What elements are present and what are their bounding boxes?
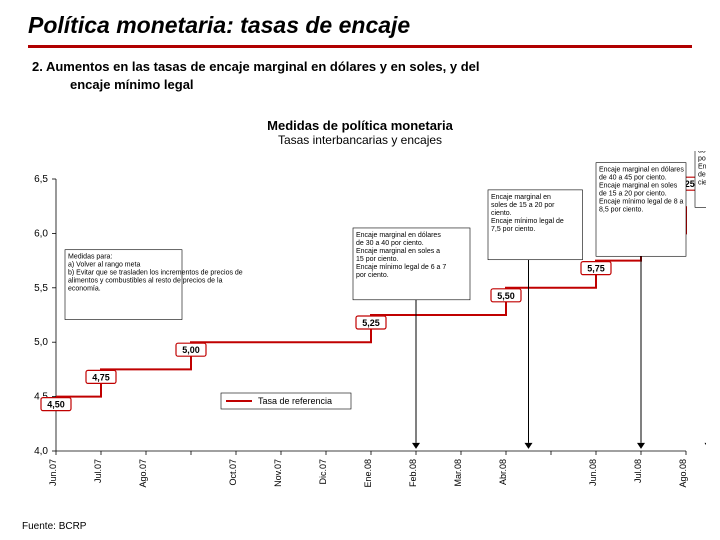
svg-text:por ciento.: por ciento. — [356, 272, 389, 279]
svg-text:Encaje mínimo legal: Encaje mínimo legal — [698, 163, 706, 170]
slide-subtitle: 2. Aumentos en las tasas de encaje margi… — [28, 58, 692, 93]
svg-text:Medidas para:: Medidas para: — [68, 254, 112, 261]
footer-source: Fuente: BCRP — [22, 521, 86, 532]
svg-text:de 40 a 45 por ciento.: de 40 a 45 por ciento. — [599, 175, 667, 182]
svg-text:5,0: 5,0 — [34, 337, 48, 348]
svg-text:de 15 a 20 por ciento.: de 15 a 20 por ciento. — [599, 191, 667, 198]
svg-text:4,50: 4,50 — [47, 400, 65, 410]
svg-text:ciento.: ciento. — [698, 179, 706, 186]
svg-text:7,5 por ciento.: 7,5 por ciento. — [491, 226, 535, 233]
svg-text:Ago.08: Ago.08 — [678, 459, 688, 488]
svg-text:Jun.08: Jun.08 — [588, 459, 598, 486]
svg-text:Jun.07: Jun.07 — [48, 459, 58, 486]
svg-text:6,5: 6,5 — [34, 174, 48, 185]
svg-text:Encaje marginal en dólares: Encaje marginal en dólares — [599, 167, 684, 174]
svg-text:5,25: 5,25 — [362, 318, 380, 328]
svg-text:de 8,5 a 9,0 por: de 8,5 a 9,0 por — [698, 171, 706, 178]
svg-text:soles de 15 a 20 por: soles de 15 a 20 por — [491, 202, 555, 209]
svg-text:Jul.07: Jul.07 — [93, 459, 103, 483]
svg-text:15 por ciento.: 15 por ciento. — [356, 256, 398, 263]
svg-text:Tasa de referencia: Tasa de referencia — [258, 396, 332, 406]
svg-text:Abr.08: Abr.08 — [498, 459, 508, 485]
svg-text:ciento.: ciento. — [491, 210, 512, 217]
chart-container: Medidas de política monetaria Tasas inte… — [14, 118, 706, 498]
chart-title-main: Medidas de política monetaria — [14, 118, 706, 133]
svg-text:5,50: 5,50 — [497, 291, 515, 301]
svg-text:Encaje marginal en: Encaje marginal en — [491, 194, 551, 201]
svg-text:8,5 por ciento.: 8,5 por ciento. — [599, 207, 643, 214]
svg-text:Encaje marginal en soles a: Encaje marginal en soles a — [356, 248, 440, 255]
svg-text:Oct.07: Oct.07 — [228, 459, 238, 486]
svg-text:6,0: 6,0 — [34, 228, 48, 239]
svg-text:Nov.07: Nov.07 — [273, 459, 283, 487]
svg-text:de 30 a 40 por ciento.: de 30 a 40 por ciento. — [356, 240, 424, 247]
svg-text:Ago.07: Ago.07 — [138, 459, 148, 488]
svg-text:Encaje mínimo legal de 6 a 7: Encaje mínimo legal de 6 a 7 — [356, 264, 446, 271]
subtitle-lead: 2. Aumentos en las tasas de encaje margi… — [32, 59, 479, 74]
svg-text:b) Evitar que se trasladen los: b) Evitar que se trasladen los increment… — [68, 270, 243, 277]
svg-text:Feb.08: Feb.08 — [408, 459, 418, 487]
svg-text:Encaje marginal en dólares: Encaje marginal en dólares — [356, 232, 441, 239]
svg-text:Dic.07: Dic.07 — [318, 459, 328, 485]
svg-text:alimentos y combustibles al re: alimentos y combustibles al resto de pre… — [68, 278, 223, 285]
svg-text:5,5: 5,5 — [34, 283, 48, 294]
svg-text:a) Volver al rango meta: a) Volver al rango meta — [68, 262, 140, 269]
chart-title-sub: Tasas interbancarias y encajes — [14, 133, 706, 147]
svg-text:Encaje mínimo legal de 8 a: Encaje mínimo legal de 8 a — [599, 199, 684, 206]
svg-text:Mar.08: Mar.08 — [453, 459, 463, 487]
subtitle-cont: encaje mínimo legal — [32, 76, 692, 94]
slide-title: Política monetaria: tasas de encaje — [28, 12, 692, 39]
svg-text:por ciento.: por ciento. — [698, 155, 706, 162]
svg-text:Jul.08: Jul.08 — [633, 459, 643, 483]
svg-text:Encaje marginal en soles: Encaje marginal en soles — [599, 183, 678, 190]
svg-text:dólares de 45 a 49: dólares de 45 a 49 — [698, 151, 706, 154]
svg-text:Encaje mínimo legal de: Encaje mínimo legal de — [491, 218, 564, 225]
svg-text:Ene.08: Ene.08 — [363, 459, 373, 488]
title-rule — [28, 45, 692, 48]
svg-text:4,0: 4,0 — [34, 446, 48, 457]
svg-text:4,75: 4,75 — [92, 372, 110, 382]
chart-svg: 4,04,55,05,56,06,5Jun.07Jul.07Ago.07Oct.… — [14, 151, 706, 499]
svg-text:5,00: 5,00 — [182, 345, 200, 355]
svg-text:5,75: 5,75 — [587, 264, 605, 274]
svg-text:economía.: economía. — [68, 286, 101, 293]
